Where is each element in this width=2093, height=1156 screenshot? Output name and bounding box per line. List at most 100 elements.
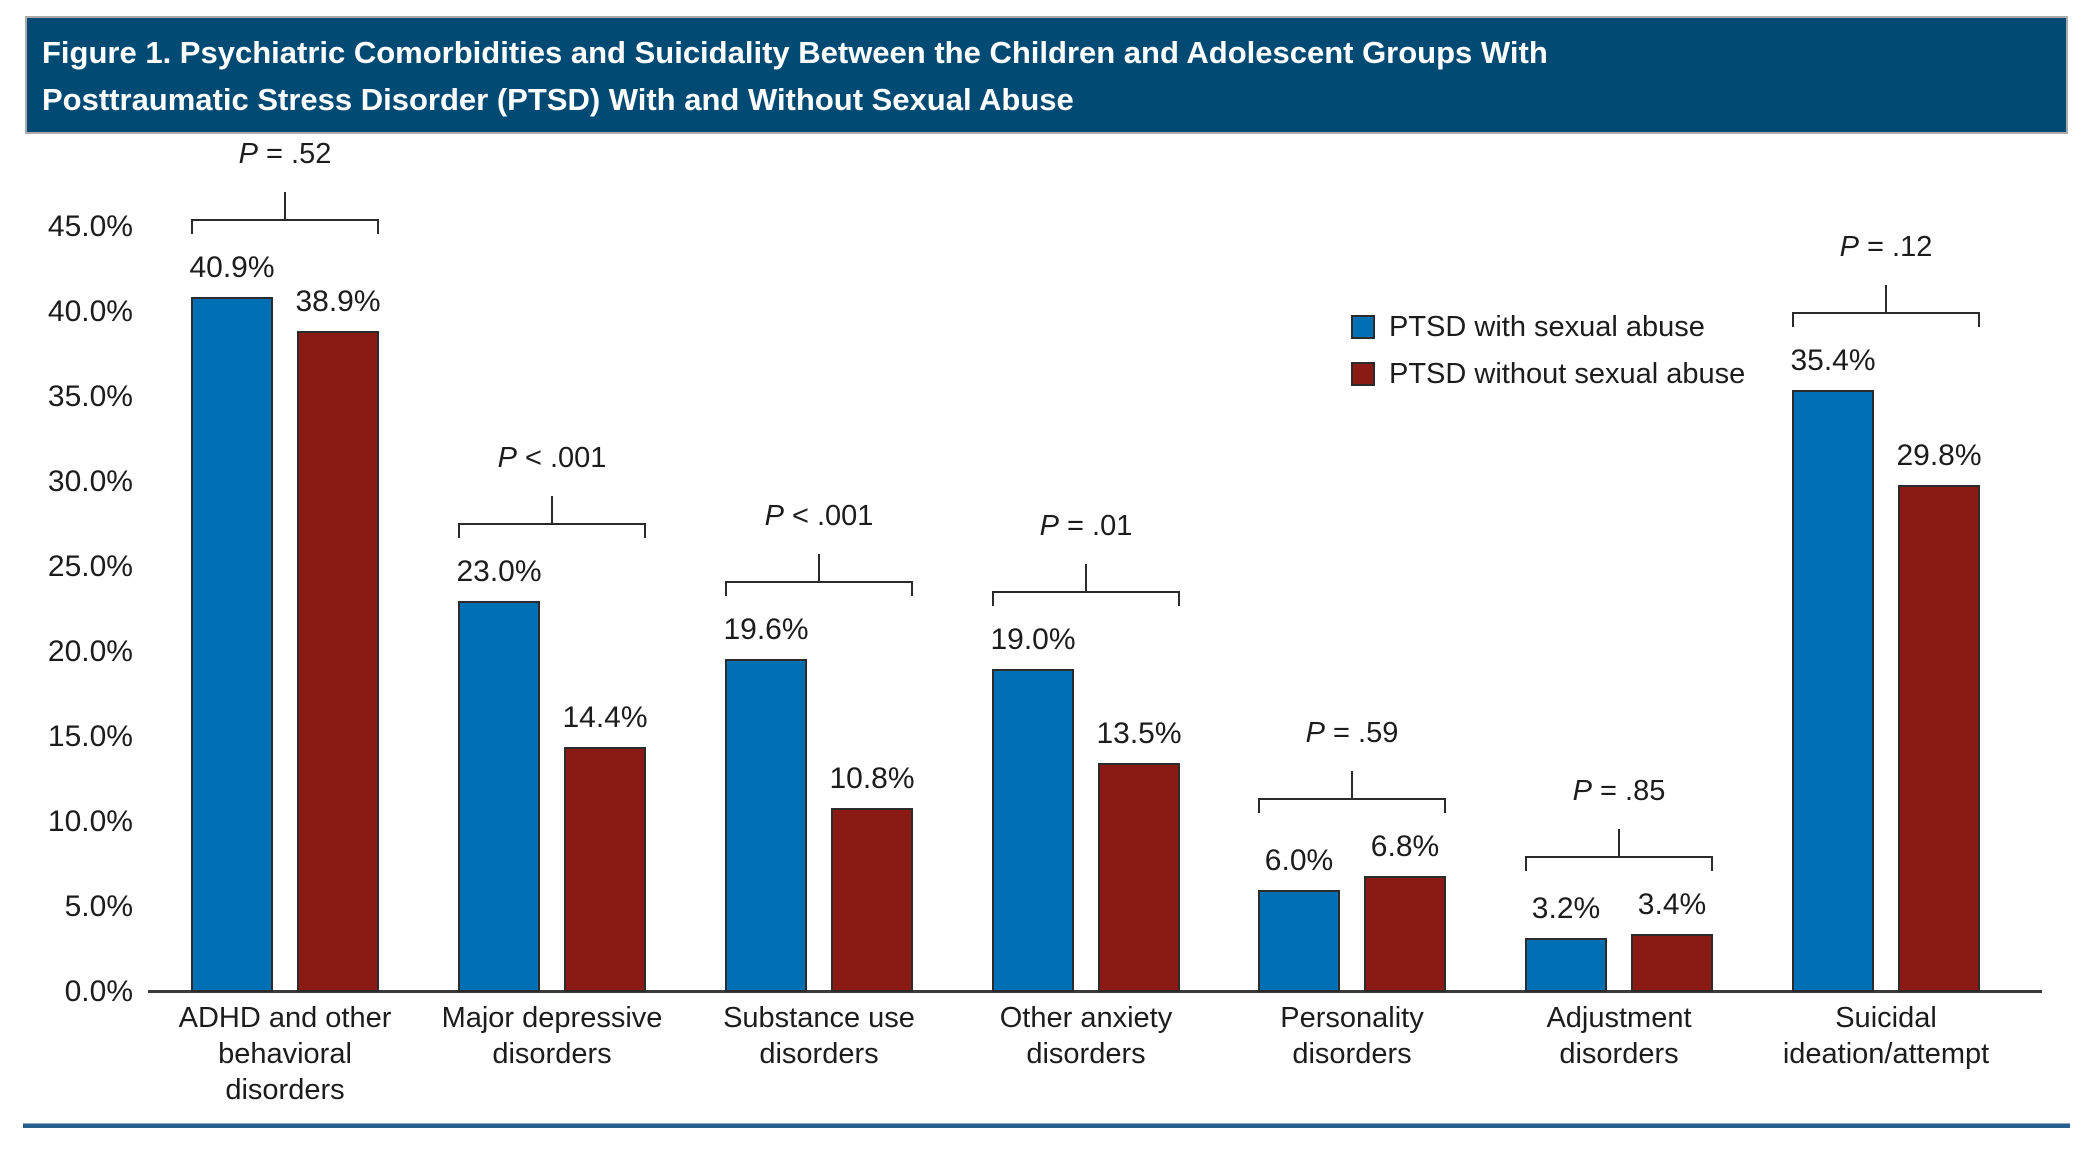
significance-bracket-span bbox=[458, 523, 646, 525]
p-value-label: P = .52 bbox=[238, 137, 332, 170]
significance-bracket-left-tick bbox=[1525, 856, 1527, 872]
p-value-label: P = .01 bbox=[1039, 510, 1133, 542]
significance-bracket-span bbox=[992, 591, 1180, 593]
bar-value-label: 19.6% bbox=[723, 612, 809, 646]
significance-bracket-right-tick bbox=[911, 580, 913, 596]
category-label-line: ADHD and other bbox=[178, 1002, 392, 1034]
y-axis-tick-label: 40.0% bbox=[47, 295, 133, 328]
bar-ptsd-without-sexual-abuse bbox=[564, 747, 646, 992]
significance-bracket-left-tick bbox=[725, 580, 727, 596]
figure-title-line-2: Posttraumatic Stress Disorder (PTSD) Wit… bbox=[42, 82, 1074, 117]
y-axis-tick-label: 0.0% bbox=[64, 975, 133, 1008]
bar-ptsd-with-sexual-abuse bbox=[992, 669, 1074, 992]
legend-label: PTSD without sexual abuse bbox=[1389, 358, 1746, 390]
bar-value-label: 29.8% bbox=[1896, 439, 1982, 473]
legend-item: PTSD without sexual abuse bbox=[1351, 357, 1745, 391]
significance-bracket-right-tick bbox=[1178, 591, 1180, 606]
significance-bracket-span bbox=[1258, 798, 1446, 801]
significance-bracket-right-tick bbox=[1444, 798, 1446, 814]
significance-bracket-right-tick bbox=[644, 523, 646, 538]
category-label-line: Other anxiety bbox=[999, 1002, 1173, 1034]
y-axis-tick-label: 20.0% bbox=[47, 635, 133, 668]
bar-ptsd-without-sexual-abuse bbox=[1898, 485, 1980, 992]
category-label-line: Adjustment bbox=[1546, 1002, 1692, 1034]
y-axis-tick-label: 25.0% bbox=[47, 550, 133, 583]
category-label-line: disorders bbox=[1559, 1038, 1679, 1070]
category-label-line: disorders bbox=[225, 1074, 345, 1106]
figure-title-banner: Figure 1. Psychiatric Comorbidities and … bbox=[25, 16, 2068, 134]
p-value-label: P < .001 bbox=[497, 442, 607, 474]
y-axis-tick-label: 45.0% bbox=[47, 210, 133, 243]
significance-bracket-stem bbox=[284, 191, 286, 219]
category-label-line: ideation/attempt bbox=[1782, 1038, 1990, 1070]
bar-value-label: 14.4% bbox=[562, 701, 648, 735]
category-label-line: behavioral bbox=[218, 1038, 352, 1070]
p-value-label: P = .59 bbox=[1305, 717, 1399, 750]
significance-bracket-stem bbox=[1618, 829, 1620, 857]
significance-bracket-left-tick bbox=[1792, 312, 1794, 328]
category-label-line: disorders bbox=[1292, 1038, 1412, 1070]
bar-ptsd-with-sexual-abuse bbox=[725, 658, 807, 992]
category-label-line: Personality bbox=[1280, 1002, 1424, 1034]
x-axis-line bbox=[148, 990, 2042, 993]
significance-bracket-span bbox=[1525, 856, 1713, 859]
p-value-label: P < .001 bbox=[764, 499, 874, 532]
legend-swatch bbox=[1351, 362, 1375, 386]
figure-title-line-1: Figure 1. Psychiatric Comorbidities and … bbox=[42, 35, 1548, 70]
bar-value-label: 3.4% bbox=[1637, 888, 1707, 922]
significance-bracket-span bbox=[191, 218, 379, 221]
category-label-line: Substance use bbox=[723, 1002, 915, 1034]
significance-bracket-stem bbox=[1085, 564, 1087, 591]
significance-bracket-stem bbox=[1885, 285, 1887, 313]
significance-bracket-stem bbox=[551, 496, 553, 523]
category-label-line: Suicidal bbox=[1835, 1002, 1937, 1034]
legend-swatch bbox=[1351, 315, 1375, 339]
category-label-line: Major depressive bbox=[441, 1002, 663, 1034]
bar-value-label: 6.0% bbox=[1264, 844, 1334, 877]
bar-value-label: 23.0% bbox=[456, 555, 542, 588]
bar-ptsd-with-sexual-abuse bbox=[1258, 890, 1340, 992]
bar-ptsd-without-sexual-abuse bbox=[1364, 876, 1446, 992]
legend-label: PTSD with sexual abuse bbox=[1389, 311, 1705, 343]
y-axis-tick-label: 10.0% bbox=[47, 805, 133, 838]
significance-bracket-right-tick bbox=[1711, 856, 1713, 872]
bar-ptsd-without-sexual-abuse bbox=[1631, 934, 1713, 992]
bar-ptsd-without-sexual-abuse bbox=[1098, 762, 1180, 992]
category-label-line: disorders bbox=[1026, 1038, 1146, 1070]
bar-value-label: 3.2% bbox=[1531, 891, 1601, 925]
p-value-label: P = .12 bbox=[1839, 231, 1933, 264]
bar-value-label: 6.8% bbox=[1370, 830, 1440, 864]
bar-ptsd-without-sexual-abuse bbox=[831, 808, 913, 992]
significance-bracket-left-tick bbox=[458, 523, 460, 538]
bar-ptsd-with-sexual-abuse bbox=[1792, 390, 1874, 992]
bar-value-label: 38.9% bbox=[295, 284, 381, 318]
p-value-label: P = .85 bbox=[1572, 775, 1666, 808]
significance-bracket-right-tick bbox=[377, 218, 379, 234]
y-axis-tick-label: 5.0% bbox=[64, 890, 133, 923]
legend-item: PTSD with sexual abuse bbox=[1351, 310, 1705, 344]
category-label-line: disorders bbox=[492, 1038, 612, 1070]
significance-bracket-right-tick bbox=[1978, 312, 1980, 328]
bar-value-label: 19.0% bbox=[990, 623, 1076, 656]
bar-ptsd-with-sexual-abuse bbox=[458, 601, 540, 992]
bar-ptsd-with-sexual-abuse bbox=[1525, 937, 1607, 992]
significance-bracket-left-tick bbox=[191, 218, 193, 234]
bar-value-label: 13.5% bbox=[1096, 716, 1182, 750]
significance-bracket-left-tick bbox=[992, 591, 994, 606]
bar-value-label: 40.9% bbox=[189, 250, 275, 284]
bar-value-label: 35.4% bbox=[1790, 344, 1876, 378]
bar-ptsd-with-sexual-abuse bbox=[191, 296, 273, 992]
y-axis-tick-label: 15.0% bbox=[47, 720, 133, 753]
significance-bracket-left-tick bbox=[1258, 798, 1260, 814]
significance-bracket-span bbox=[1792, 312, 1980, 315]
significance-bracket-span bbox=[725, 580, 913, 583]
bar-ptsd-without-sexual-abuse bbox=[297, 330, 379, 992]
y-axis-tick-label: 35.0% bbox=[47, 380, 133, 413]
significance-bracket-stem bbox=[1351, 771, 1353, 799]
bar-value-label: 10.8% bbox=[829, 762, 915, 796]
category-label-line: disorders bbox=[759, 1038, 879, 1070]
bottom-divider-rule bbox=[23, 1123, 2070, 1128]
y-axis-tick-label: 30.0% bbox=[47, 465, 133, 498]
